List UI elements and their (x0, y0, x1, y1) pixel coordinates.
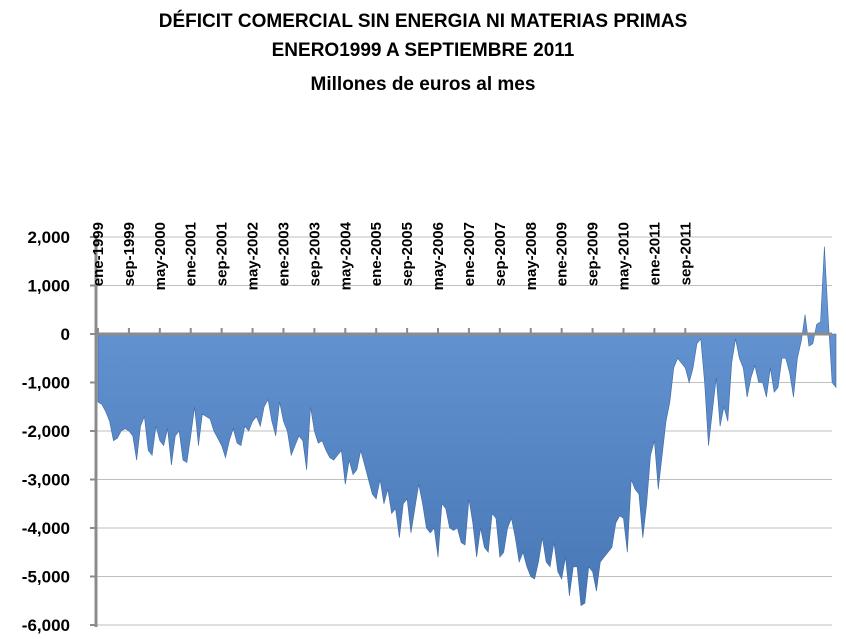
x-tick-label: sep-2007 (492, 222, 509, 286)
y-tick-label: -6,000 (22, 616, 70, 635)
x-axis-ticks: ene-1999 sep-1999 may-2000 ene-2001 sep-2001… (90, 221, 694, 334)
y-tick-label: -1,000 (22, 374, 70, 393)
x-tick-label: ene-2011 (646, 222, 663, 285)
x-tick-label: sep-2009 (585, 222, 602, 286)
y-tick-label: 2,000 (27, 228, 70, 247)
x-tick-label: may-2008 (523, 222, 540, 290)
y-tick-label: 0 (61, 325, 70, 344)
y-tick-label: -2,000 (22, 422, 70, 441)
x-tick-label: sep-2003 (306, 222, 323, 286)
x-tick-label: may-2010 (616, 222, 633, 290)
x-tick-label: ene-2007 (461, 222, 478, 286)
x-tick-label: may-2002 (245, 222, 262, 290)
x-tick-label: sep-2011 (677, 222, 694, 285)
area-fill (97, 246, 837, 607)
x-tick-label: sep-2001 (214, 222, 231, 286)
x-tick-label: ene-2005 (368, 222, 385, 286)
y-tick-label: -4,000 (22, 519, 70, 538)
area-series (97, 246, 837, 607)
chart-units-label: Millones de euros al mes (310, 74, 536, 95)
x-tick-label: sep-2005 (399, 222, 416, 286)
y-tick-label: -5,000 (22, 568, 70, 587)
x-tick-label: ene-2009 (554, 222, 571, 286)
chart-title: DÉFICIT COMERCIAL SIN ENERGIA NI MATERIA… (158, 11, 688, 32)
chart-subtitle: ENERO1999 A SEPTIEMBRE 2011 (271, 40, 575, 61)
x-tick-label: may-2006 (430, 222, 447, 290)
x-tick-label: ene-2003 (276, 222, 293, 286)
x-tick-label: may-2004 (337, 221, 354, 290)
y-tick-label: 1,000 (27, 277, 70, 296)
y-axis-ticks: 2,000 1,000 0 -1,000 -2,000 -3,000 -4,000 -5,00… (22, 228, 96, 635)
x-tick-label: ene-1999 (90, 222, 107, 286)
x-tick-label: sep-1999 (121, 222, 138, 286)
y-tick-label: -3,000 (22, 471, 70, 490)
x-tick-label: may-2000 (152, 222, 169, 290)
x-tick-label: ene-2001 (183, 222, 200, 286)
